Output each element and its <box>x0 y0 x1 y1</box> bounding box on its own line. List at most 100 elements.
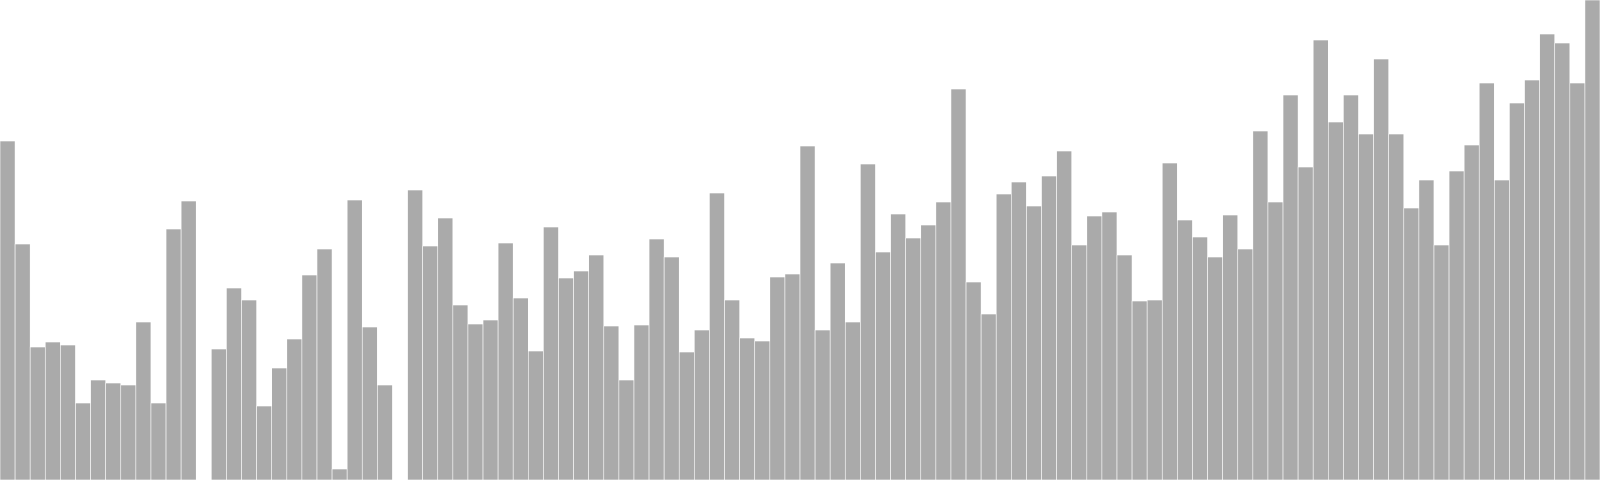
bar-45 <box>678 351 695 480</box>
bar-49 <box>739 337 756 480</box>
bar-74 <box>1116 254 1133 480</box>
bar-29 <box>437 217 454 480</box>
bar-58 <box>875 251 891 480</box>
bar-85 <box>1282 94 1299 480</box>
bar-81 <box>1222 214 1239 480</box>
bar-25 <box>377 384 393 480</box>
bar-97 <box>1463 144 1480 480</box>
bar-39 <box>588 254 605 480</box>
bar-62 <box>935 201 952 480</box>
bar-99 <box>1494 179 1510 480</box>
bar-4 <box>60 344 76 480</box>
bar-32 <box>482 319 499 480</box>
bar-24 <box>361 326 378 480</box>
bar-72 <box>1086 215 1103 480</box>
bar-93 <box>1403 207 1420 480</box>
bar-37 <box>558 277 574 480</box>
bar-5 <box>75 402 91 480</box>
bar-34 <box>512 297 529 480</box>
bar-60 <box>905 237 922 480</box>
bar-96 <box>1448 170 1465 480</box>
bar-22 <box>331 468 348 480</box>
bar-3 <box>44 341 61 480</box>
bar-71 <box>1071 244 1088 480</box>
bar-94 <box>1418 179 1435 480</box>
bar-35 <box>527 350 544 480</box>
bar-46 <box>694 329 710 480</box>
bar-7 <box>105 382 122 480</box>
bar-67 <box>1011 181 1027 480</box>
bar-104 <box>1569 82 1586 480</box>
bar-17 <box>256 405 272 480</box>
bar-92 <box>1388 133 1405 480</box>
bar-12 <box>180 200 197 480</box>
bar-38 <box>573 270 589 480</box>
bar-8 <box>120 384 137 480</box>
bar-50 <box>754 340 771 480</box>
bar-9 <box>135 321 152 480</box>
bar-88 <box>1328 121 1344 480</box>
bar-15 <box>226 287 242 480</box>
bar-10 <box>150 402 167 480</box>
bar-31 <box>467 323 484 480</box>
bar-6 <box>90 379 106 480</box>
bar-95 <box>1433 244 1450 480</box>
bar-36 <box>543 226 559 480</box>
bar-16 <box>241 299 257 480</box>
bar-77 <box>1161 162 1178 480</box>
bar-53 <box>799 145 816 480</box>
bar-100 <box>1509 102 1525 480</box>
bar-66 <box>995 193 1012 480</box>
bar-86 <box>1297 166 1314 480</box>
bar-75 <box>1131 300 1148 480</box>
bar-30 <box>452 304 469 480</box>
bar-33 <box>497 242 514 480</box>
bar-14 <box>211 348 227 480</box>
bar-57 <box>860 163 876 480</box>
bar-91 <box>1373 58 1389 480</box>
bar-105 <box>1584 0 1600 480</box>
bar-101 <box>1524 79 1540 480</box>
bar-87 <box>1312 39 1329 480</box>
bar-89 <box>1343 94 1359 480</box>
bar-28 <box>422 245 439 480</box>
bar-69 <box>1041 175 1057 480</box>
bar-83 <box>1252 130 1269 480</box>
bar-47 <box>709 192 725 480</box>
bar-18 <box>271 367 288 480</box>
bar-11 <box>165 228 182 480</box>
bar-48 <box>724 299 740 480</box>
bar-42 <box>633 324 650 480</box>
bar-23 <box>346 199 363 480</box>
bar-76 <box>1146 299 1163 480</box>
bar-43 <box>648 238 665 480</box>
bar-80 <box>1207 256 1223 480</box>
bar-78 <box>1177 219 1193 480</box>
bar-0 <box>0 140 16 480</box>
bar-61 <box>920 224 937 480</box>
bar-64 <box>965 281 982 480</box>
bar-1 <box>14 243 31 480</box>
bar-20 <box>301 274 318 480</box>
bar-41 <box>618 379 635 480</box>
bar-55 <box>829 262 846 480</box>
bar-73 <box>1101 211 1118 480</box>
bar-82 <box>1237 248 1254 480</box>
bar-44 <box>663 256 680 480</box>
bar-103 <box>1554 42 1571 480</box>
bar-68 <box>1026 205 1042 480</box>
bar-19 <box>286 338 303 480</box>
bar-52 <box>784 273 801 480</box>
bar-70 <box>1056 150 1072 480</box>
bar-79 <box>1192 236 1208 480</box>
bar-21 <box>316 248 333 480</box>
bar-98 <box>1478 82 1495 480</box>
bar-27 <box>407 189 423 480</box>
bar-84 <box>1267 201 1284 480</box>
bar-63 <box>950 88 967 480</box>
bar-90 <box>1358 133 1374 480</box>
bar-65 <box>980 313 997 480</box>
bar-59 <box>890 213 906 480</box>
